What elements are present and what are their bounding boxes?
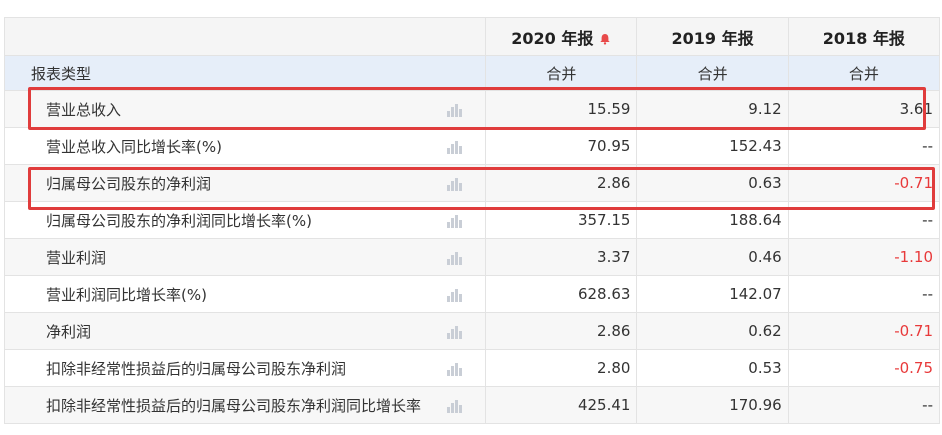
bar-chart-icon[interactable]: [447, 104, 463, 117]
table-row: 营业总收入 15.59 9.12 3.61: [3, 90, 941, 128]
bar-chart-icon[interactable]: [447, 363, 463, 376]
table-row: 营业利润同比增长率(%) 628.63 142.07 --: [3, 275, 941, 313]
table-row: 营业利润 3.37 0.46 -1.10: [3, 238, 941, 276]
row-label: 营业利润同比增长率(%): [46, 285, 207, 304]
header-year-2018[interactable]: 2018 年报: [787, 17, 941, 56]
table-row: 净利润 2.86 0.62 -0.71: [3, 312, 941, 350]
value-cell: --: [787, 201, 941, 239]
financial-summary-table: 2020 年报 2019 年报 2018 年报 报表类型 合并 合并 合并 营业…: [3, 17, 941, 424]
bar-chart-icon[interactable]: [447, 326, 463, 339]
bell-icon[interactable]: [599, 33, 611, 45]
value-cell: 2.86: [485, 164, 638, 202]
bar-chart-icon[interactable]: [447, 215, 463, 228]
value-cell: 152.43: [636, 127, 789, 165]
row-name-cell: 扣除非经常性损益后的归属母公司股东净利润: [3, 349, 487, 387]
value-cell: --: [787, 275, 941, 313]
row-label: 营业利润: [46, 248, 107, 267]
value-cell: 357.15: [485, 201, 638, 239]
value-cell: 188.64: [636, 201, 789, 239]
bar-chart-icon[interactable]: [447, 141, 463, 154]
report-type-row: 报表类型 合并 合并 合并: [3, 55, 941, 91]
value-cell: -0.71: [787, 164, 941, 202]
header-year-2019[interactable]: 2019 年报: [636, 17, 789, 56]
value-cell: 142.07: [636, 275, 789, 313]
report-type-value: 合并: [636, 55, 789, 91]
bar-chart-icon[interactable]: [447, 178, 463, 191]
year-header-row: 2020 年报 2019 年报 2018 年报: [3, 17, 941, 56]
row-name-cell: 净利润: [3, 312, 487, 350]
row-name-cell: 营业利润: [3, 238, 487, 276]
row-name-cell: 归属母公司股东的净利润同比增长率(%): [3, 201, 487, 239]
value-cell: 0.62: [636, 312, 789, 350]
table-row: 扣除非经常性损益后的归属母公司股东净利润 2.80 0.53 -0.75: [3, 349, 941, 387]
row-label: 归属母公司股东的净利润同比增长率(%): [46, 211, 312, 230]
row-label: 扣除非经常性损益后的归属母公司股东净利润: [46, 359, 347, 378]
value-cell: 9.12: [636, 90, 789, 128]
row-name-cell: 扣除非经常性损益后的归属母公司股东净利润同比增长率: [3, 386, 487, 424]
table-row: 归属母公司股东的净利润同比增长率(%) 357.15 188.64 --: [3, 201, 941, 239]
row-label: 营业总收入同比增长率(%): [46, 137, 222, 156]
value-cell: 0.53: [636, 349, 789, 387]
header-blank-cell: [3, 17, 487, 56]
value-cell: -0.75: [787, 349, 941, 387]
row-label: 扣除非经常性损益后的归属母公司股东净利润同比增长率: [46, 396, 422, 415]
header-year-2020[interactable]: 2020 年报: [485, 17, 638, 56]
bar-chart-icon[interactable]: [447, 289, 463, 302]
report-type-value: 合并: [485, 55, 638, 91]
row-label: 归属母公司股东的净利润: [46, 174, 212, 193]
value-cell: 15.59: [485, 90, 638, 128]
bar-chart-icon[interactable]: [447, 400, 463, 413]
table-row: 扣除非经常性损益后的归属母公司股东净利润同比增长率 425.41 170.96 --: [3, 386, 941, 424]
value-cell: 2.80: [485, 349, 638, 387]
header-year-label: 2020 年报: [511, 28, 594, 48]
value-cell: 70.95: [485, 127, 638, 165]
bar-chart-icon[interactable]: [447, 252, 463, 265]
value-cell: 0.63: [636, 164, 789, 202]
row-name-cell: 归属母公司股东的净利润: [3, 164, 487, 202]
value-cell: -1.10: [787, 238, 941, 276]
report-type-value: 合并: [787, 55, 941, 91]
row-label: 营业总收入: [46, 100, 122, 119]
row-name-cell: 营业总收入: [3, 90, 487, 128]
table-row: 营业总收入同比增长率(%) 70.95 152.43 --: [3, 127, 941, 165]
row-name-cell: 营业利润同比增长率(%): [3, 275, 487, 313]
value-cell: 2.86: [485, 312, 638, 350]
value-cell: 3.61: [787, 90, 941, 128]
value-cell: 3.37: [485, 238, 638, 276]
value-cell: 425.41: [485, 386, 638, 424]
value-cell: 170.96: [636, 386, 789, 424]
value-cell: 628.63: [485, 275, 638, 313]
value-cell: --: [787, 127, 941, 165]
row-label: 净利润: [46, 322, 92, 341]
value-cell: --: [787, 386, 941, 424]
value-cell: 0.46: [636, 238, 789, 276]
table-row: 归属母公司股东的净利润 2.86 0.63 -0.71: [3, 164, 941, 202]
row-name-cell: 营业总收入同比增长率(%): [3, 127, 487, 165]
value-cell: -0.71: [787, 312, 941, 350]
report-type-label: 报表类型: [3, 55, 487, 91]
